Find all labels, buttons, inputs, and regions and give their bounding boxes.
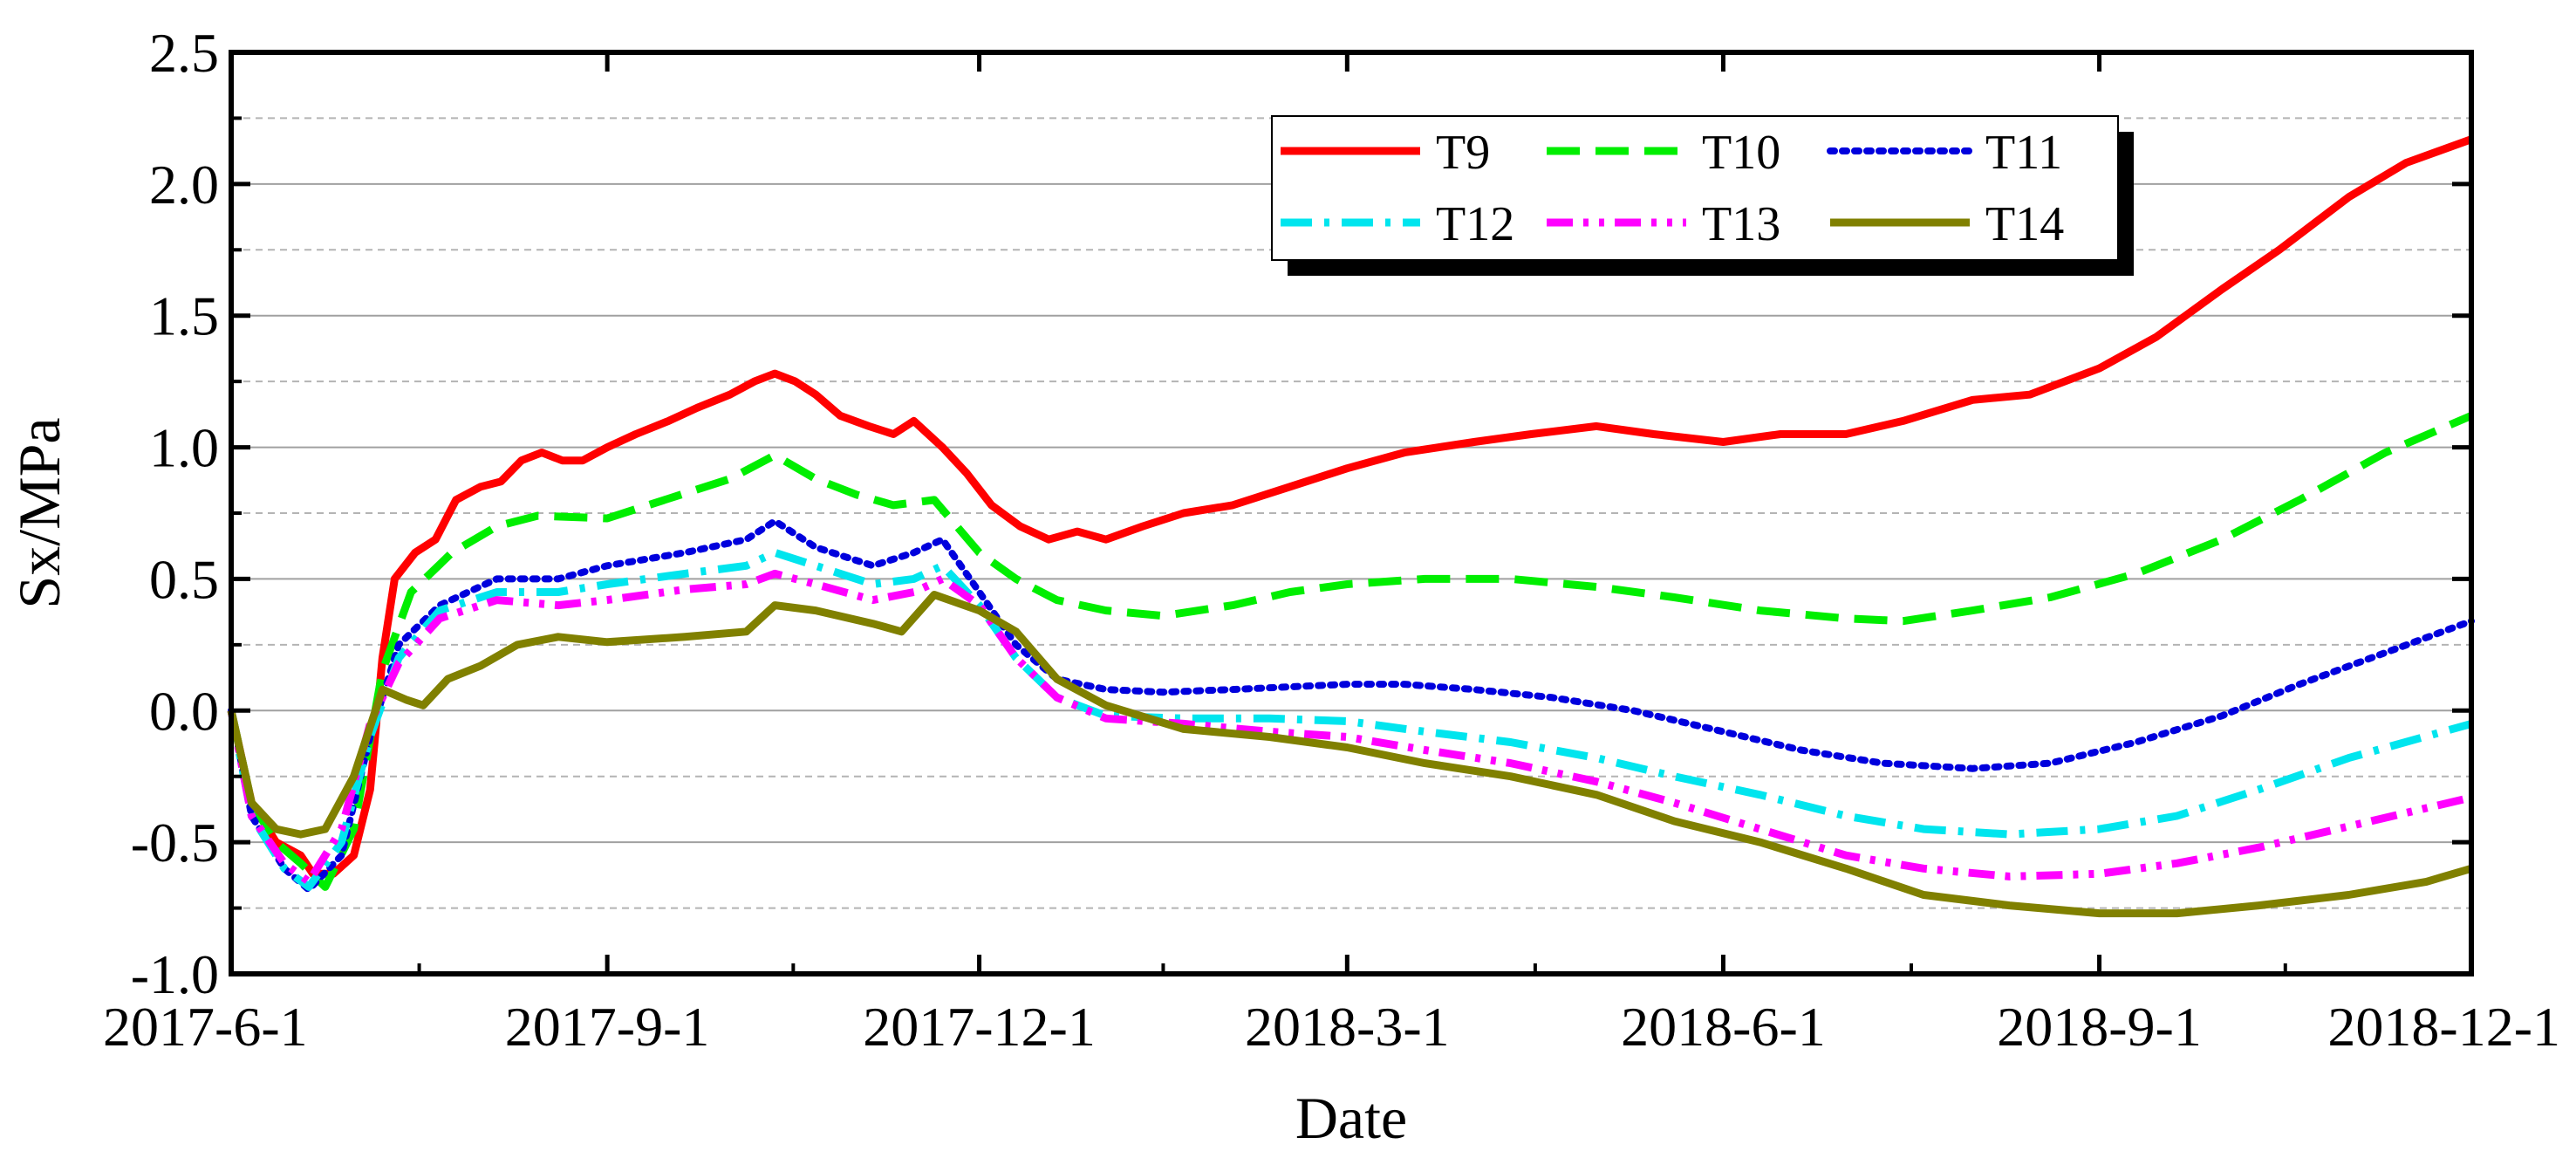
- x-tick-label: 2017-6-1: [103, 996, 308, 1058]
- x-axis-title: Date: [1295, 1085, 1407, 1151]
- legend-label-t11: T11: [1985, 126, 2062, 180]
- legend-label-t9: T9: [1436, 126, 1490, 180]
- y-tick-label: 2.0: [149, 154, 219, 216]
- x-tick-label: 2018-6-1: [1621, 996, 1826, 1058]
- x-tick-label: 2018-3-1: [1245, 996, 1450, 1058]
- y-tick-label: 0.5: [149, 548, 219, 610]
- legend: T9 T10 T11 T12 T13 T14: [1271, 115, 2134, 276]
- y-tick-label: 0.0: [149, 680, 219, 742]
- y-tick-label: 1.0: [149, 417, 219, 479]
- legend-label-t12: T12: [1436, 197, 1514, 251]
- series-line-t10: [227, 412, 2473, 891]
- x-tick-label: 2017-9-1: [505, 996, 710, 1058]
- y-tick-label: -1.0: [131, 943, 219, 1005]
- y-axis-title: Sx/MPa: [6, 417, 72, 608]
- legend-label-t10: T10: [1702, 126, 1780, 180]
- series-line-t14: [227, 591, 2473, 918]
- series-line-t9: [227, 135, 2473, 878]
- y-tick-label: 2.5: [149, 22, 219, 84]
- y-tick-label: -0.5: [131, 812, 219, 874]
- ticks: [229, 50, 2474, 976]
- legend-box: [1271, 115, 2119, 261]
- legend-label-t13: T13: [1702, 197, 1780, 251]
- series-line-t11: [228, 517, 2475, 894]
- x-tick-label: 2018-9-1: [1997, 996, 2202, 1058]
- x-tick-label: 2018-12-1: [2327, 996, 2560, 1058]
- legend-label-t14: T14: [1985, 197, 2064, 251]
- tick-labels: -1.0 -0.5 0.0 0.5 1.0 1.5 2.0 2.5 2017-6-1 2017-9…: [103, 22, 2560, 1058]
- series-group: [227, 135, 2475, 918]
- x-tick-label: 2017-12-1: [863, 996, 1096, 1058]
- y-tick-label: 1.5: [149, 285, 219, 347]
- series-line-t13: [227, 569, 2473, 886]
